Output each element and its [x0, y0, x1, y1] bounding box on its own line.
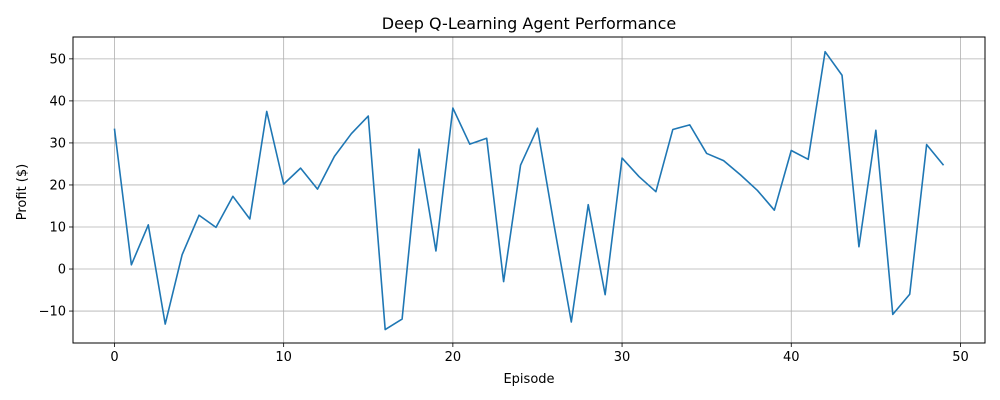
x-axis-label: Episode — [503, 372, 554, 387]
grid — [73, 37, 985, 343]
y-tick-label: −10 — [39, 305, 66, 320]
y-tick-label: 30 — [49, 136, 66, 151]
y-tick-label: 10 — [49, 220, 66, 235]
y-tick-label: 50 — [49, 52, 66, 67]
plot-frame — [72, 36, 986, 344]
y-tick-label: 0 — [58, 263, 66, 278]
x-axis-ticks: 0 10 20 30 40 50 — [110, 343, 969, 365]
y-tick-label: 20 — [49, 178, 66, 193]
x-tick-label: 10 — [275, 350, 292, 365]
y-tick-label: 40 — [49, 94, 66, 109]
x-tick-label: 0 — [110, 350, 118, 365]
x-tick-label: 50 — [952, 350, 969, 365]
series-layer — [113, 50, 945, 331]
y-axis-label: Profit ($) — [15, 164, 30, 220]
x-tick-label: 30 — [614, 350, 631, 365]
x-tick-label: 20 — [445, 350, 462, 365]
y-axis-ticks: −10 0 10 20 30 40 50 — [39, 52, 73, 320]
series-line — [113, 50, 945, 331]
x-tick-label: 40 — [783, 350, 800, 365]
chart-title: Deep Q-Learning Agent Performance — [382, 14, 676, 33]
